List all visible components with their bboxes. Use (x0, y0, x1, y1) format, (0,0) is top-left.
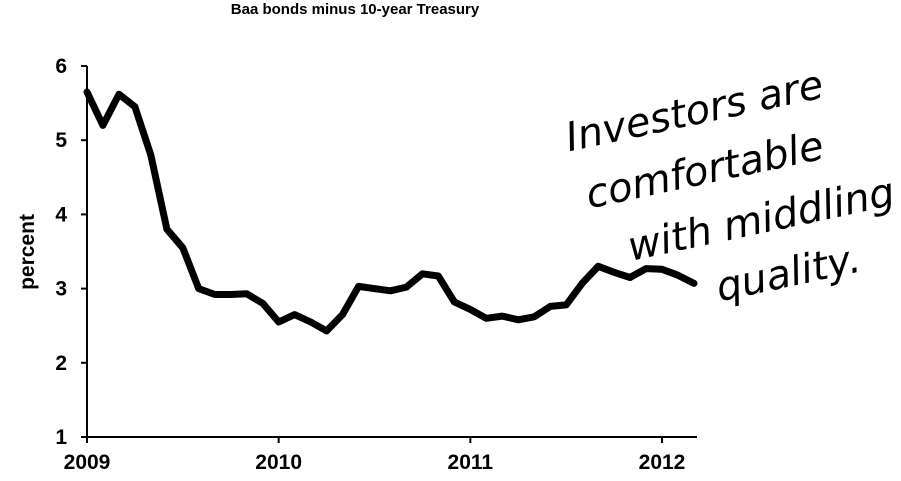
y-tick-label: 5 (55, 129, 67, 152)
x-tick-label: 2010 (255, 451, 302, 474)
x-tick-label: 2012 (639, 451, 686, 474)
series-line (83, 88, 698, 335)
y-tick-label: 6 (55, 55, 67, 78)
handwritten-annotation: Investors are comfortable with middling … (562, 62, 899, 311)
y-tick-label: 4 (55, 203, 67, 226)
y-tick-label: 1 (55, 426, 67, 449)
x-tick-label: 2011 (448, 451, 494, 474)
y-axis-label: percent (16, 214, 39, 290)
y-tick-label: 2 (55, 352, 67, 375)
axes (86, 66, 697, 438)
x-tick-label: 2009 (64, 451, 111, 474)
series (83, 88, 698, 335)
y-ticks: 1 2 3 4 5 6 (55, 55, 87, 449)
y-tick-label: 3 (55, 278, 67, 301)
chart-title: Baa bonds minus 10-year Treasury (231, 1, 480, 18)
x-ticks: 2009 2010 2011 2012 (64, 437, 686, 474)
